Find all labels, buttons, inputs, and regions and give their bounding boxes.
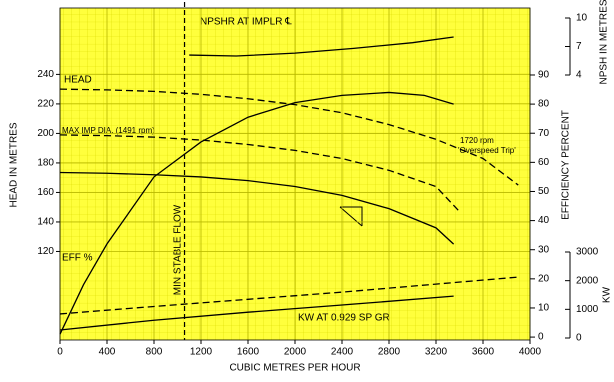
x-tick-label: 4000	[519, 347, 542, 358]
y2-tick-label: 10	[538, 303, 550, 314]
y-tick-label: 180	[37, 158, 54, 169]
x-tick-label: 800	[146, 347, 163, 358]
y2-tick-label: 30	[538, 244, 550, 255]
x-tick-label: 1600	[237, 347, 260, 358]
y3-tick-label: 10	[576, 13, 588, 24]
curve	[59, 88, 519, 186]
y3-tick-label: 4	[576, 70, 582, 81]
y2-tick-label: 70	[538, 128, 550, 139]
y2-tick-label: 0	[538, 332, 544, 343]
annotation: MIN STABLE FLOW	[173, 204, 184, 295]
y3-axis-title: NPSH IN METRES	[599, 0, 610, 85]
curve	[59, 295, 454, 331]
annotation: NPSHR AT IMPLR ℄	[200, 17, 292, 28]
y-axis-title: HEAD IN METRES	[9, 122, 20, 207]
annotation: KW AT 0.929 SP GR	[298, 313, 390, 324]
x-tick-label: 3200	[425, 347, 448, 358]
marker-triangle	[340, 206, 363, 226]
curve	[59, 276, 519, 315]
y2-tick-label: 90	[538, 70, 550, 81]
annotation: MAX IMP DIA. (1491 rpm)	[62, 126, 155, 135]
annotation: 1720 rpm	[460, 136, 494, 145]
y-tick-label: 160	[37, 187, 54, 198]
y-tick-label: 220	[37, 99, 54, 110]
y4-tick-label: 0	[576, 333, 582, 344]
y4-tick-label: 3000	[576, 247, 599, 258]
y2-tick-label: 20	[538, 273, 550, 284]
annotation: HEAD	[64, 75, 92, 86]
plot-frame	[59, 7, 531, 341]
y2-axis-title: EFFICIENCY PERCENT	[561, 110, 572, 220]
x-axis-title: CUBIC METRES PER HOUR	[229, 363, 360, 374]
x-tick-label: 2400	[331, 347, 354, 358]
y-tick-label: 120	[37, 246, 54, 257]
y-tick-label: 200	[37, 128, 54, 139]
y4-tick-label: 2000	[576, 275, 599, 286]
curve	[189, 36, 454, 57]
curve	[59, 134, 460, 213]
marker-triangle	[339, 206, 363, 227]
x-tick-label: 1200	[190, 347, 213, 358]
curve	[59, 91, 454, 335]
y-tick-label: 240	[37, 69, 54, 80]
x-tick-label: 3600	[472, 347, 495, 358]
annotation: 'Overspeed Trip'	[458, 146, 516, 155]
y2-tick-label: 50	[538, 186, 550, 197]
y2-tick-label: 80	[538, 99, 550, 110]
y-tick-label: 140	[37, 217, 54, 228]
y3-tick-label: 7	[576, 41, 582, 52]
y2-tick-label: 60	[538, 157, 550, 168]
y4-axis-title: KW	[602, 286, 613, 303]
y2-tick-label: 40	[538, 215, 550, 226]
x-tick-label: 0	[57, 347, 63, 358]
x-tick-label: 2000	[284, 347, 307, 358]
curve	[59, 171, 455, 245]
x-tick-label: 400	[99, 347, 116, 358]
y4-tick-label: 1000	[576, 304, 599, 315]
annotation: EFF %	[62, 253, 93, 264]
x-tick-label: 2800	[378, 347, 401, 358]
